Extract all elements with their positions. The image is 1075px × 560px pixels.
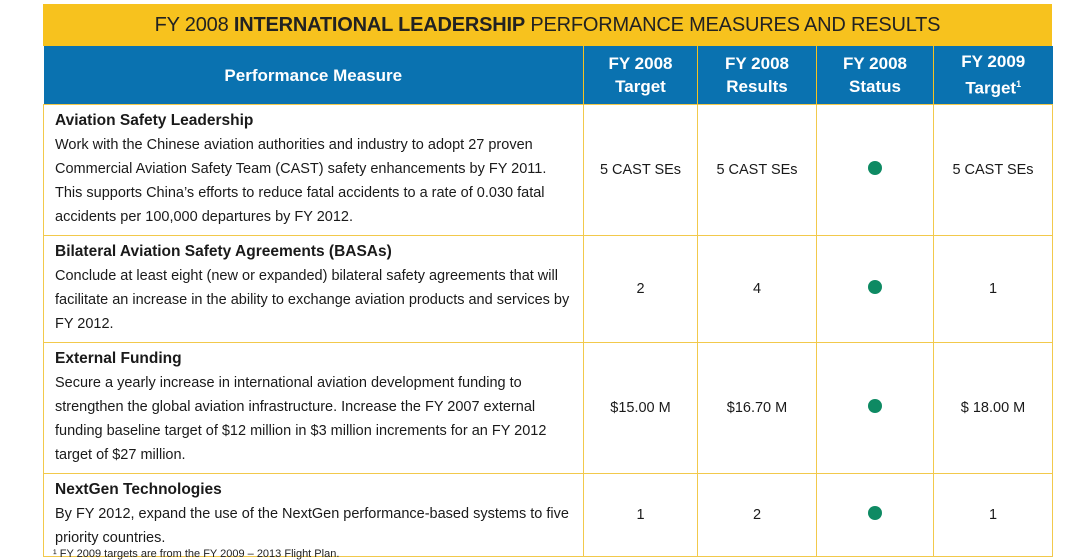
col-header-measure: Performance Measure	[43, 46, 584, 105]
measure-cell: NextGen Technologies By FY 2012, expand t…	[43, 473, 584, 557]
results-cell: 2	[697, 473, 817, 557]
measure-title: External Funding	[55, 350, 182, 367]
table-header-row: Performance Measure FY 2008 Target FY 200…	[43, 46, 1053, 105]
target-cell: 5 CAST SEs	[583, 104, 698, 236]
performance-table-container: FY 2008 INTERNATIONAL LEADERSHIP PERFORM…	[43, 4, 1053, 557]
results-cell: 4	[697, 235, 817, 343]
measure-cell: Bilateral Aviation Safety Agreements (BA…	[43, 235, 584, 343]
status-cell	[816, 104, 934, 236]
target-2009-cell: 1	[933, 473, 1053, 557]
col-header-results: FY 2008 Results	[697, 46, 817, 105]
table-row: Aviation Safety Leadership Work with the …	[43, 104, 1053, 236]
target-2009-cell: 5 CAST SEs	[933, 104, 1053, 236]
measure-description: Conclude at least eight (new or expanded…	[55, 268, 570, 332]
measure-cell: Aviation Safety Leadership Work with the …	[43, 104, 584, 236]
target-cell: 1	[583, 473, 698, 557]
status-cell	[816, 235, 934, 343]
table-row: Bilateral Aviation Safety Agreements (BA…	[43, 235, 1053, 343]
table-row: External Funding Secure a yearly increase…	[43, 342, 1053, 474]
results-cell: $16.70 M	[697, 342, 817, 474]
title-suffix: PERFORMANCE MEASURES AND RESULTS	[525, 14, 941, 36]
col-header-status: FY 2008 Status	[816, 46, 934, 105]
measure-title: NextGen Technologies	[55, 481, 222, 498]
target-cell: $15.00 M	[583, 342, 698, 474]
status-met-icon	[868, 399, 882, 413]
status-cell	[816, 342, 934, 474]
performance-table: Performance Measure FY 2008 Target FY 200…	[43, 46, 1053, 557]
table-row: NextGen Technologies By FY 2012, expand t…	[43, 473, 1053, 557]
measure-description: By FY 2012, expand the use of the NextGe…	[55, 506, 569, 546]
measure-description: Secure a yearly increase in internationa…	[55, 375, 547, 463]
measure-title: Aviation Safety Leadership	[55, 112, 254, 129]
results-cell: 5 CAST SEs	[697, 104, 817, 236]
target-2009-cell: $ 18.00 M	[933, 342, 1053, 474]
status-met-icon	[868, 280, 882, 294]
col-header-target: FY 2008 Target	[583, 46, 698, 105]
footnote: ¹ FY 2009 targets are from the FY 2009 –…	[53, 548, 340, 560]
measure-title: Bilateral Aviation Safety Agreements (BA…	[55, 243, 392, 260]
status-cell	[816, 473, 934, 557]
target-cell: 2	[583, 235, 698, 343]
title-prefix: FY 2008	[154, 14, 234, 36]
target-2009-cell: 1	[933, 235, 1053, 343]
measure-description: Work with the Chinese aviation authoriti…	[55, 137, 547, 225]
table-title: FY 2008 INTERNATIONAL LEADERSHIP PERFORM…	[43, 4, 1052, 46]
status-met-icon	[868, 161, 882, 175]
measure-cell: External Funding Secure a yearly increase…	[43, 342, 584, 474]
col-header-target-2009: FY 2009 Target1	[933, 46, 1053, 105]
status-met-icon	[868, 506, 882, 520]
title-bold: INTERNATIONAL LEADERSHIP	[233, 14, 525, 36]
